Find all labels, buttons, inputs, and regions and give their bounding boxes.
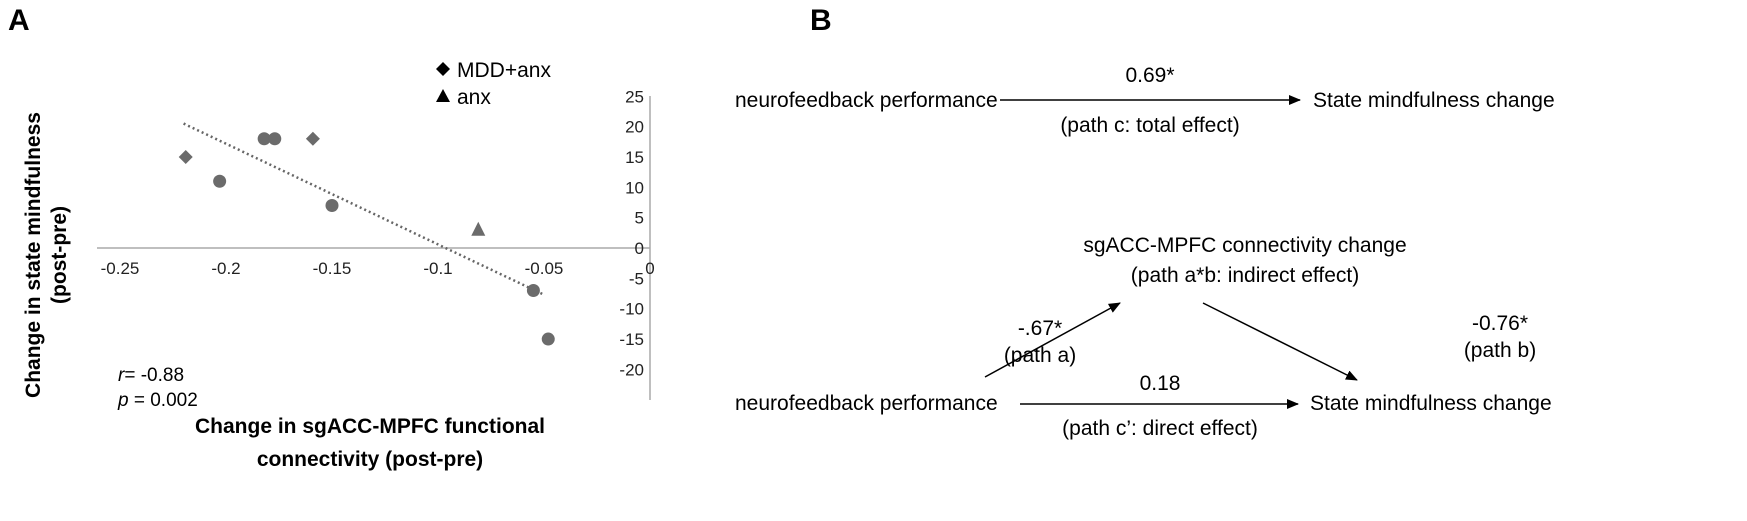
r-statistic: r= -0.88 [118,365,184,386]
legend-label-anx: anx [457,86,491,109]
mediation-diagram: neurofeedback performance 0.69* (path c:… [735,64,1555,440]
x-axis-title-line1: Change in sgACC-MPFC functional [195,415,545,438]
path-b-coef: -0.76* [1472,312,1528,335]
y-tick-label: -5 [629,269,644,288]
path-a-arrow [984,302,1121,378]
panel-label-a: A [8,4,30,37]
x-tick-label: -0.25 [101,259,140,278]
path-a-coef: -.67* [1018,317,1062,340]
mediator-path-label: (path a*b: indirect effect) [1131,264,1359,287]
panel-label-b: B [810,4,832,37]
path-c-coef: 0.69* [1125,64,1174,87]
legend: MDD+anx anx [436,59,551,109]
scatter-chart: -0.25 -0.2 -0.15 -0.1 -0.05 0 2520151050-5-10… [22,59,655,471]
y-tick-label: 10 [625,178,644,197]
data-point-circle [541,332,555,346]
x-tick-label: 0 [645,259,654,278]
y-tick-label: -20 [619,360,644,379]
top-target-node: State mindfulness change [1313,89,1555,112]
x-axis-title-line2: connectivity (post-pre) [257,448,483,471]
path-c-prime-coef: 0.18 [1140,372,1181,395]
y-tick-label: 5 [635,209,644,228]
y-axis-title-line2: (post-pre) [48,206,71,304]
x-tick-label: -0.1 [423,259,452,278]
y-tick-label: 25 [625,87,644,106]
path-b-label: (path b) [1464,339,1536,362]
data-point-circle [325,199,339,213]
mediator-node: sgACC-MPFC connectivity change [1083,234,1406,257]
data-point-circle [213,174,227,188]
path-c-label: (path c: total effect) [1060,114,1239,137]
path-c-prime-label: (path c’: direct effect) [1062,417,1258,440]
y-tick-label: -15 [619,330,644,349]
path-a-label: (path a) [1004,344,1076,367]
top-source-node: neurofeedback performance [735,89,998,112]
bottom-target-node: State mindfulness change [1310,392,1552,415]
data-point-diamond [178,149,193,164]
data-point-circle [268,132,282,146]
y-tick-label: 15 [625,148,644,167]
x-tick-label: -0.15 [313,259,352,278]
data-point-circle [526,283,540,297]
trendline [183,122,545,296]
y-axis-title-line1: Change in state mindfulness [22,112,45,398]
p-statistic: p = 0.002 [117,390,198,411]
x-tick-label: -0.05 [525,259,564,278]
legend-diamond-icon [436,62,450,76]
data-point-circle [257,132,271,146]
y-tick-label: 0 [635,239,644,258]
bottom-source-node: neurofeedback performance [735,392,998,415]
path-b-arrow [1202,302,1358,381]
legend-label-mdd-anx: MDD+anx [457,59,551,82]
x-tick-label: -0.2 [211,259,240,278]
y-tick-label: 20 [625,118,644,137]
y-tick-label: -10 [619,300,644,319]
legend-triangle-icon [436,89,450,102]
data-point-diamond [305,131,320,146]
data-point-triangle [471,221,486,236]
